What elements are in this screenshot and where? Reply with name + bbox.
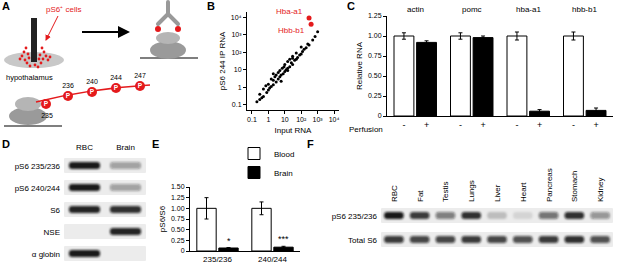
svg-text:NSE: NSE: [44, 228, 60, 237]
svg-text:Input RNA: Input RNA: [275, 126, 313, 135]
svg-text:-: -: [402, 120, 405, 130]
svg-text:-: -: [572, 120, 575, 130]
svg-text:Brain: Brain: [274, 169, 293, 178]
html-text:F: F: [307, 138, 314, 150]
svg-text:+: +: [593, 120, 598, 130]
html-text:A: A: [2, 0, 10, 12]
svg-text:P: P: [66, 92, 71, 99]
svg-text:hba-a1: hba-a1: [516, 5, 541, 14]
svg-text:P: P: [114, 84, 119, 91]
svg-text:0.25: 0.25: [368, 92, 382, 99]
svg-text:pS6 235/236: pS6 235/236: [15, 162, 61, 171]
svg-text:-: -: [459, 120, 462, 130]
svg-text:Hba-a1: Hba-a1: [276, 7, 303, 16]
svg-text:pS6 235/236: pS6 235/236: [332, 212, 378, 221]
svg-text:Perfusion: Perfusion: [349, 125, 383, 134]
svg-text:0.75: 0.75: [171, 215, 185, 222]
svg-text:***: ***: [278, 234, 289, 244]
html-text:E: E: [152, 138, 160, 150]
svg-text:Pancreas: Pancreas: [545, 168, 554, 202]
svg-text:0.1: 0.1: [247, 116, 257, 123]
svg-text:10: 10: [281, 116, 289, 123]
svg-text:Blood: Blood: [274, 150, 294, 159]
svg-text:Liver: Liver: [493, 184, 502, 202]
svg-text:1.25: 1.25: [368, 12, 382, 19]
html-text:B: B: [207, 0, 215, 12]
svg-text:S6: S6: [50, 206, 60, 215]
svg-text:0.50: 0.50: [171, 226, 185, 233]
svg-text:Fat: Fat: [416, 190, 425, 202]
svg-text:RBC: RBC: [76, 143, 93, 152]
svg-text:+: +: [480, 120, 485, 130]
svg-text:247: 247: [134, 72, 146, 79]
svg-text:10: 10: [234, 66, 242, 73]
svg-text:10²: 10²: [296, 116, 307, 123]
svg-text:+: +: [424, 120, 429, 130]
svg-text:Brain: Brain: [116, 143, 135, 152]
svg-text:Heart: Heart: [519, 182, 528, 202]
svg-text:Lungs: Lungs: [467, 180, 476, 202]
svg-text:0: 0: [378, 112, 382, 119]
svg-text:10³: 10³: [313, 116, 324, 123]
svg-text:1: 1: [238, 84, 242, 91]
svg-text:0.25: 0.25: [171, 237, 185, 244]
svg-text:*: *: [227, 236, 231, 246]
svg-text:P: P: [90, 88, 95, 95]
svg-text:235/236: 235/236: [203, 255, 232, 264]
svg-text:Stomach: Stomach: [570, 170, 579, 202]
svg-text:Relative RNA: Relative RNA: [355, 41, 364, 90]
svg-text:1.50: 1.50: [171, 183, 185, 190]
svg-text:Total S6: Total S6: [348, 236, 377, 245]
svg-text:0.75: 0.75: [368, 52, 382, 59]
svg-text:pomc: pomc: [462, 5, 482, 14]
svg-text:240/244: 240/244: [258, 255, 287, 264]
svg-text:10⁴: 10⁴: [231, 14, 242, 21]
svg-text:hypothalamus: hypothalamus: [6, 73, 53, 82]
html-text:D: D: [2, 138, 10, 150]
svg-text:P: P: [44, 100, 49, 107]
svg-text:1.00: 1.00: [368, 32, 382, 39]
svg-text:P: P: [138, 82, 143, 89]
svg-text:hbb-b1: hbb-b1: [572, 5, 597, 14]
svg-text:0.1: 0.1: [232, 101, 242, 108]
svg-text:pS6⁺ cells: pS6⁺ cells: [46, 5, 81, 14]
svg-text:-: -: [515, 120, 518, 130]
svg-text:pS6/S6: pS6/S6: [158, 205, 167, 232]
svg-text:10⁴: 10⁴: [329, 116, 340, 123]
html-text:C: C: [347, 0, 355, 12]
svg-text:1.25: 1.25: [171, 194, 185, 201]
svg-text:pS6 240/244: pS6 240/244: [15, 184, 61, 193]
svg-text:10²: 10²: [231, 49, 242, 56]
svg-text:Testis: Testis: [441, 182, 450, 202]
svg-text:10³: 10³: [231, 31, 242, 38]
svg-text:pS6 244 IP RNA: pS6 244 IP RNA: [218, 31, 227, 90]
svg-text:1: 1: [266, 116, 270, 123]
svg-text:235: 235: [41, 112, 53, 119]
svg-text:0.50: 0.50: [368, 72, 382, 79]
svg-text:236: 236: [62, 82, 74, 89]
svg-text:240: 240: [86, 78, 98, 85]
svg-text:α globin: α globin: [32, 250, 60, 259]
svg-text:RBC: RBC: [390, 185, 399, 202]
svg-text:1.00: 1.00: [171, 205, 185, 212]
svg-text:0: 0: [181, 247, 185, 254]
svg-text:244: 244: [110, 74, 122, 81]
svg-text:actin: actin: [407, 5, 424, 14]
svg-text:Kidney: Kidney: [596, 178, 605, 202]
svg-text:Hbb-b1: Hbb-b1: [278, 26, 305, 35]
svg-text:+: +: [537, 120, 542, 130]
